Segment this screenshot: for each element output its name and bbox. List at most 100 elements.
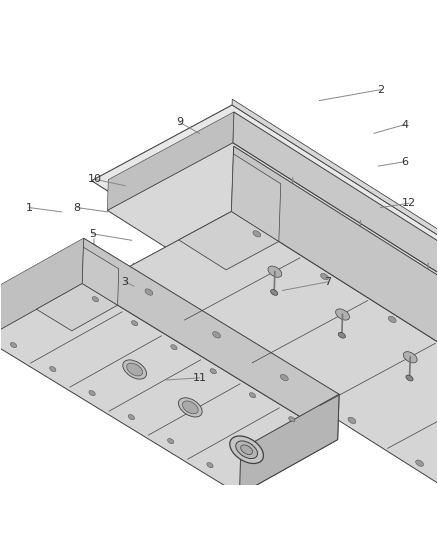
Polygon shape	[92, 105, 438, 459]
Ellipse shape	[155, 392, 161, 397]
Ellipse shape	[194, 416, 200, 421]
Polygon shape	[36, 284, 118, 331]
Ellipse shape	[49, 367, 56, 372]
Polygon shape	[111, 212, 438, 533]
Ellipse shape	[348, 417, 356, 424]
Polygon shape	[240, 394, 339, 495]
Ellipse shape	[430, 366, 438, 381]
Ellipse shape	[380, 263, 389, 270]
Ellipse shape	[375, 332, 393, 346]
Ellipse shape	[253, 231, 261, 237]
Polygon shape	[107, 143, 438, 475]
Ellipse shape	[404, 231, 409, 236]
Ellipse shape	[170, 292, 175, 297]
Ellipse shape	[386, 343, 392, 348]
Ellipse shape	[76, 344, 82, 349]
Ellipse shape	[338, 332, 346, 338]
Polygon shape	[232, 99, 438, 383]
Ellipse shape	[327, 231, 345, 245]
Ellipse shape	[131, 320, 138, 326]
Ellipse shape	[436, 299, 438, 314]
Ellipse shape	[212, 332, 221, 338]
Ellipse shape	[207, 463, 213, 468]
Polygon shape	[0, 284, 338, 495]
Polygon shape	[231, 154, 281, 241]
Ellipse shape	[248, 340, 254, 345]
Ellipse shape	[236, 441, 258, 458]
Ellipse shape	[115, 368, 121, 373]
Ellipse shape	[289, 198, 296, 204]
Ellipse shape	[403, 352, 417, 363]
Text: 4: 4	[401, 119, 408, 130]
Ellipse shape	[336, 309, 350, 320]
Text: 5: 5	[89, 229, 96, 239]
Ellipse shape	[298, 288, 304, 293]
Ellipse shape	[167, 439, 174, 443]
Text: 8: 8	[74, 203, 81, 213]
Ellipse shape	[89, 391, 95, 395]
Ellipse shape	[280, 374, 288, 381]
Polygon shape	[231, 146, 438, 470]
Ellipse shape	[11, 342, 17, 348]
Polygon shape	[82, 247, 119, 305]
Text: 3: 3	[122, 277, 129, 287]
Ellipse shape	[406, 375, 413, 381]
Ellipse shape	[245, 177, 254, 184]
Polygon shape	[82, 238, 339, 440]
Ellipse shape	[241, 445, 253, 455]
Ellipse shape	[388, 316, 396, 322]
Text: 11: 11	[192, 373, 206, 383]
Ellipse shape	[128, 415, 134, 419]
Ellipse shape	[145, 289, 153, 295]
Ellipse shape	[119, 280, 132, 293]
Ellipse shape	[360, 332, 368, 339]
Polygon shape	[0, 238, 84, 338]
Ellipse shape	[122, 282, 129, 289]
Ellipse shape	[123, 360, 146, 379]
Ellipse shape	[178, 398, 202, 417]
Ellipse shape	[184, 221, 192, 228]
Ellipse shape	[209, 316, 215, 321]
Ellipse shape	[313, 220, 321, 227]
Ellipse shape	[92, 296, 99, 302]
Ellipse shape	[273, 196, 291, 211]
Ellipse shape	[287, 364, 293, 369]
Ellipse shape	[272, 277, 280, 284]
Text: 6: 6	[401, 157, 408, 167]
Ellipse shape	[230, 436, 264, 464]
Ellipse shape	[210, 369, 216, 374]
Ellipse shape	[241, 128, 247, 133]
Ellipse shape	[37, 320, 43, 325]
Ellipse shape	[210, 232, 216, 237]
Ellipse shape	[285, 218, 323, 248]
Text: 2: 2	[377, 85, 384, 95]
Ellipse shape	[0, 296, 4, 301]
Ellipse shape	[356, 241, 363, 247]
Ellipse shape	[267, 263, 285, 278]
Ellipse shape	[289, 417, 295, 422]
Text: 1: 1	[25, 203, 32, 213]
Text: 10: 10	[88, 174, 102, 184]
Ellipse shape	[127, 363, 142, 376]
Ellipse shape	[182, 401, 198, 414]
Ellipse shape	[271, 289, 278, 295]
Polygon shape	[107, 112, 234, 211]
Ellipse shape	[416, 460, 424, 466]
Text: 9: 9	[176, 117, 183, 127]
Ellipse shape	[268, 266, 282, 277]
Ellipse shape	[204, 166, 241, 197]
Ellipse shape	[213, 229, 231, 244]
Ellipse shape	[424, 284, 431, 289]
Ellipse shape	[321, 297, 339, 312]
Polygon shape	[179, 212, 279, 270]
Ellipse shape	[130, 268, 136, 273]
Ellipse shape	[171, 345, 177, 350]
Text: 12: 12	[402, 198, 416, 208]
Ellipse shape	[380, 278, 417, 308]
Ellipse shape	[321, 273, 328, 280]
Ellipse shape	[381, 265, 399, 279]
Ellipse shape	[136, 185, 141, 190]
Ellipse shape	[91, 244, 97, 249]
Ellipse shape	[249, 393, 256, 398]
Ellipse shape	[316, 175, 321, 180]
